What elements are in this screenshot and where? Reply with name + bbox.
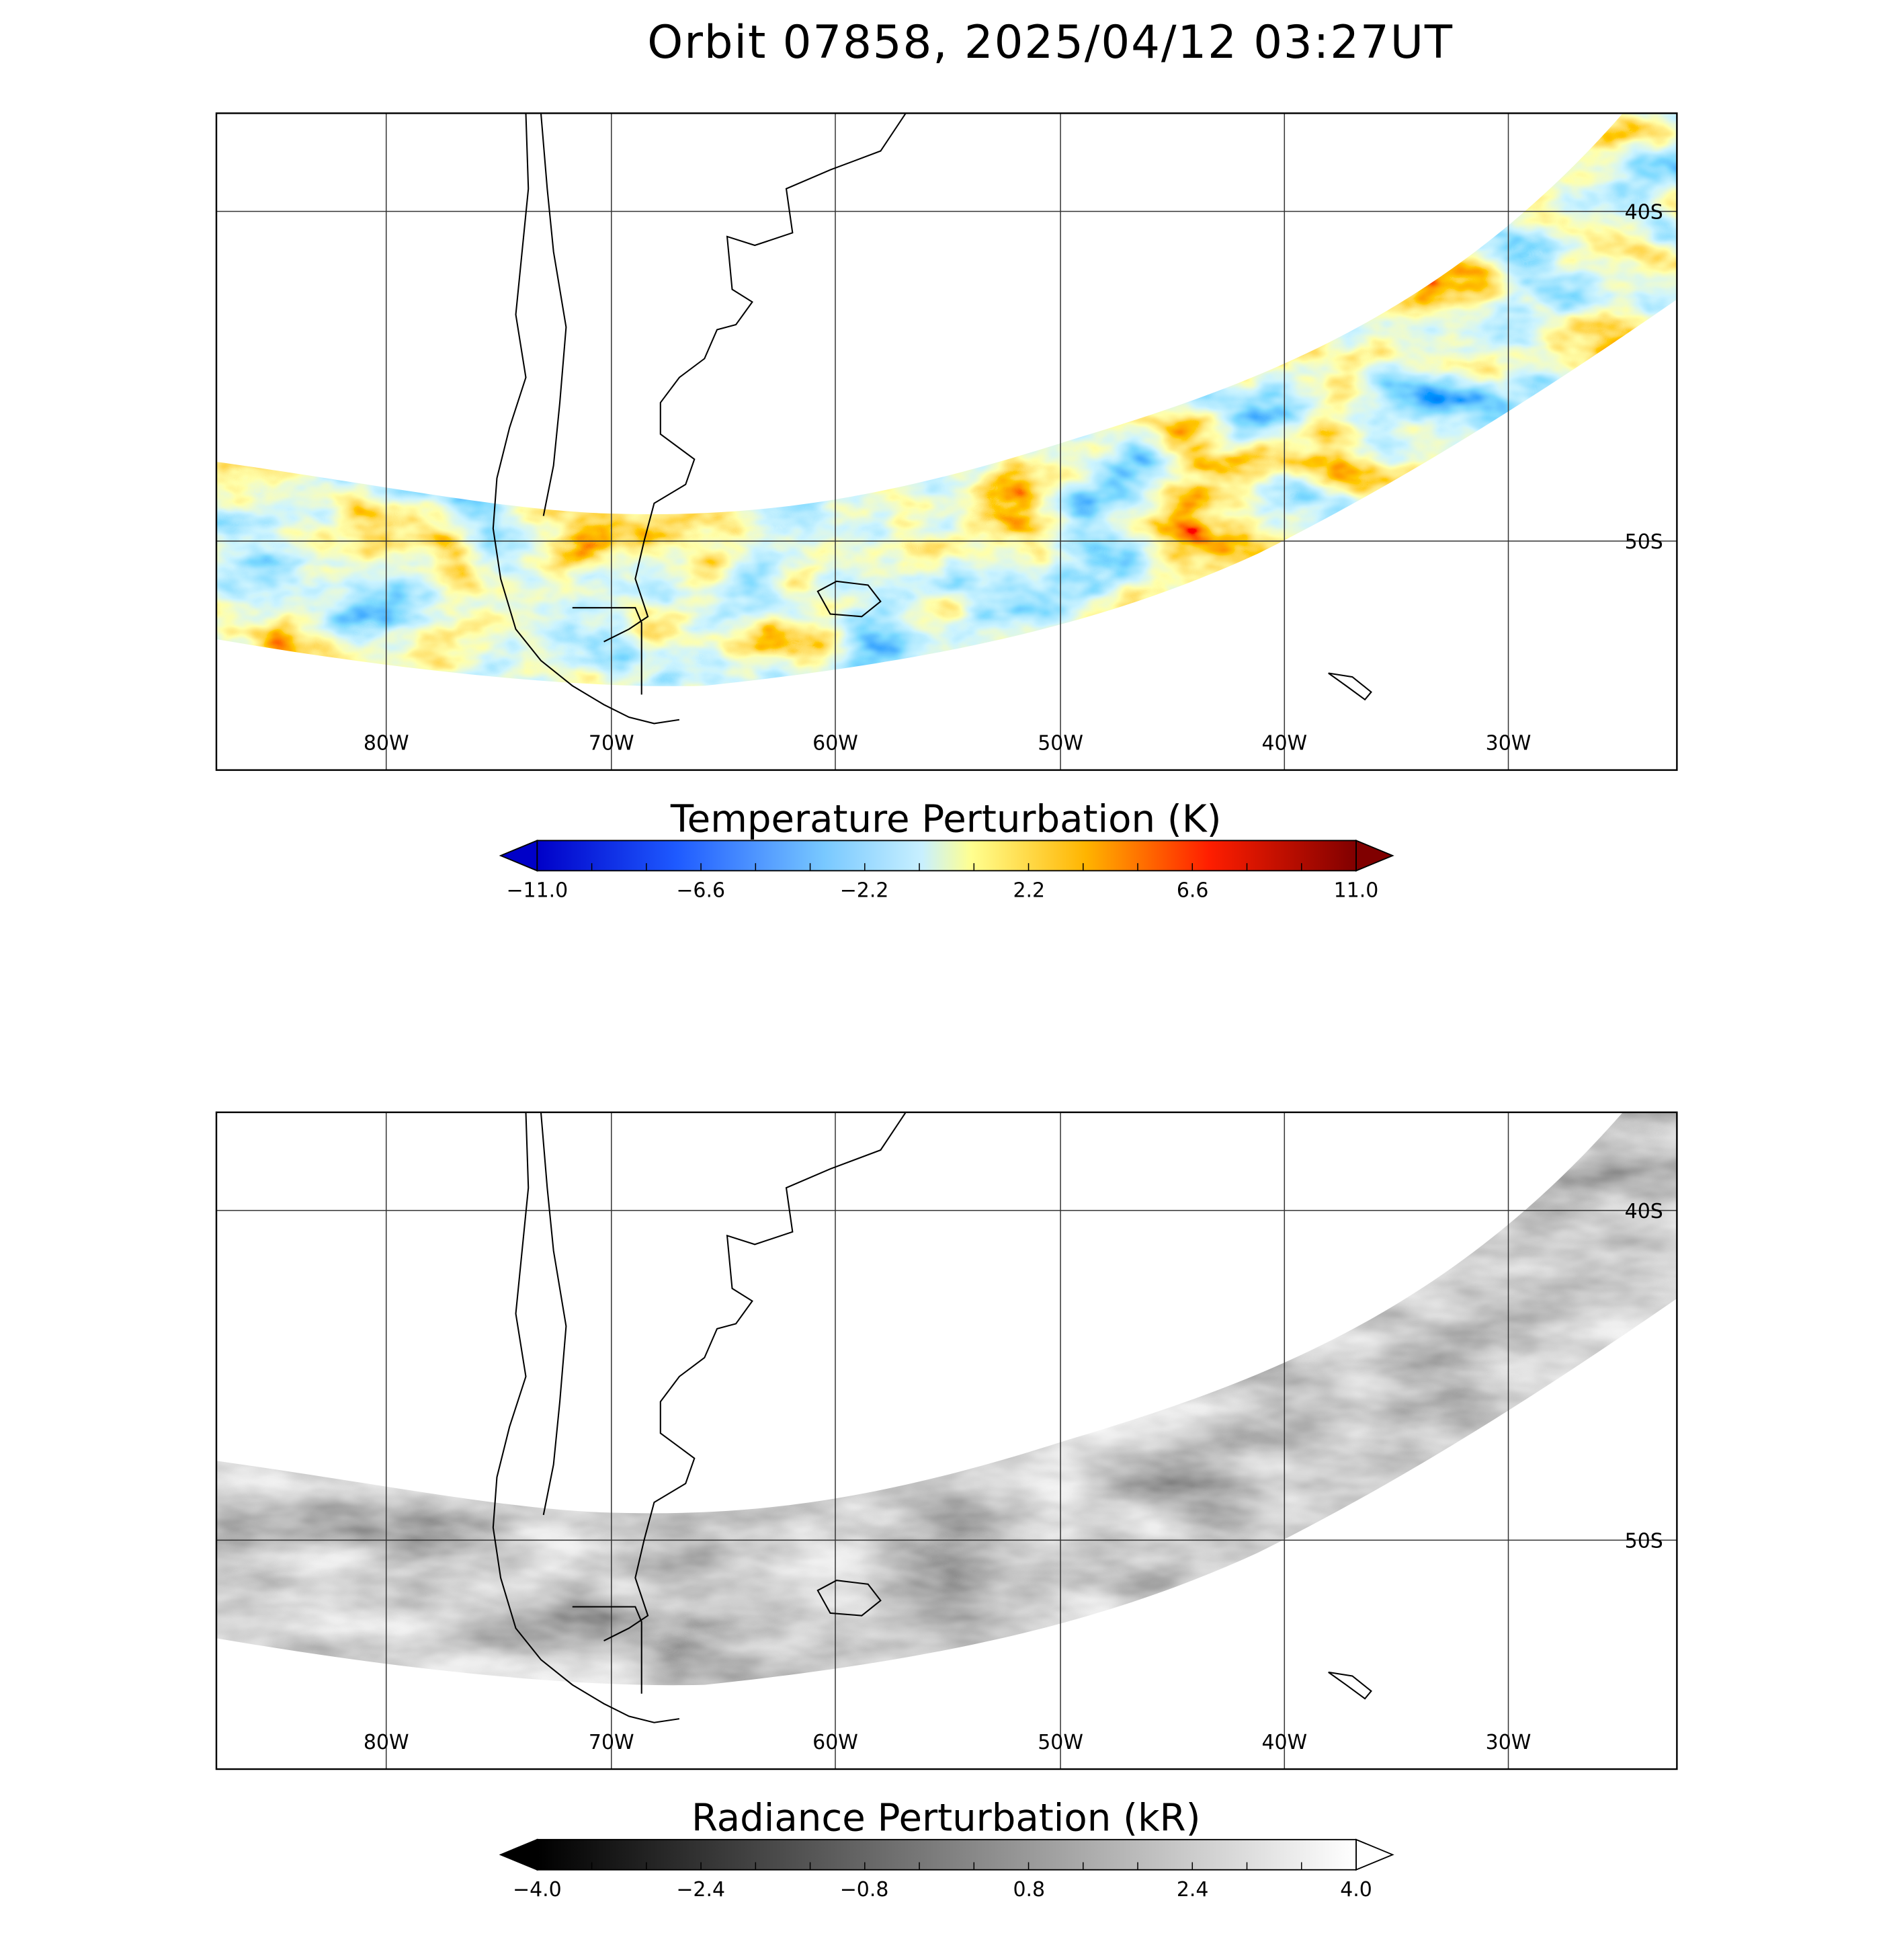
title: Orbit 07858, 2025/04/12 03:27UT (647, 15, 1454, 69)
colorbar-low-arrow (499, 1838, 538, 1871)
colorbar-tick-label: −2.2 (840, 879, 889, 903)
longitude-label: 60W (812, 732, 858, 756)
latitude-label: 50S (1625, 1530, 1663, 1553)
colorbar-tick-label: 2.2 (1013, 879, 1045, 903)
colorbar-low-arrow (499, 840, 538, 872)
colorbar-high-arrow (1355, 840, 1394, 872)
longitude-label: 80W (364, 1731, 409, 1754)
colorbar: Radiance Perturbation (kR) −4.0 −2.4 −0.8 0.… (499, 1797, 1394, 1902)
longitude-label: 40W (1261, 732, 1307, 756)
colorbar: Temperature Perturbation (K) −11.0 −6.6 −2.… (499, 797, 1394, 903)
map-content (216, 113, 1677, 770)
latitude-label: 50S (1625, 530, 1663, 554)
colorbar-bar (536, 840, 1357, 872)
colorbar-tick-label: −4.0 (513, 1878, 562, 1902)
longitude-label: 60W (812, 1731, 858, 1754)
colorbar-tick-label: 4.0 (1340, 1878, 1372, 1902)
colorbar-tick-label: 0.8 (1013, 1878, 1045, 1902)
map-panel: 80W 70W 60W 50W 40W 30W 40S 50S Temperature Pert… (215, 112, 1678, 903)
map-content (216, 1112, 1677, 1770)
map-panel: 80W 70W 60W 50W 40W 30W 40S 50S Radiance Perturb… (215, 1111, 1678, 1902)
colorbar-high-arrow (1355, 1838, 1394, 1871)
colorbar-tick-label: −6.6 (676, 879, 725, 903)
colorbar-bar (536, 1838, 1357, 1871)
longitude-label: 50W (1038, 1731, 1083, 1754)
longitude-label: 30W (1486, 1731, 1532, 1754)
longitude-label: 40W (1261, 1731, 1307, 1754)
colorbar-tick-label: −2.4 (676, 1878, 725, 1902)
longitude-label: 70W (589, 1731, 634, 1754)
colorbar-title: Radiance Perturbation (kR) (691, 1797, 1201, 1840)
map-frame (215, 112, 1678, 771)
colorbar-tick-label: −0.8 (840, 1878, 889, 1902)
longitude-label: 70W (589, 732, 634, 756)
longitude-label: 50W (1038, 732, 1083, 756)
map-frame (215, 1111, 1678, 1770)
colorbar-tick-label: 2.4 (1177, 1878, 1209, 1902)
colorbar-tick-label: 6.6 (1177, 879, 1209, 903)
longitude-label: 30W (1486, 732, 1532, 756)
colorbar-tick-label: −11.0 (506, 879, 568, 903)
latitude-label: 40S (1625, 201, 1663, 224)
swath-image (216, 1112, 1677, 1686)
swath-image (216, 113, 1677, 686)
swath (216, 113, 1677, 686)
latitude-label: 40S (1625, 1200, 1663, 1223)
longitude-label: 80W (364, 732, 409, 756)
swath (216, 1112, 1677, 1686)
colorbar-title: Temperature Perturbation (K) (670, 797, 1222, 841)
colorbar-tick-label: 11.0 (1334, 879, 1379, 903)
